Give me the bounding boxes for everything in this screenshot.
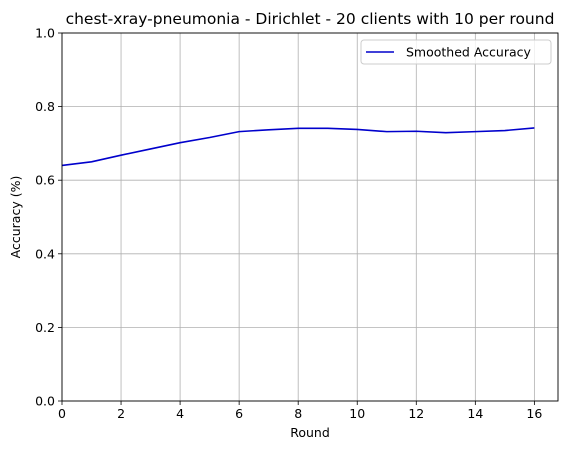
y-axis-label: Accuracy (%) — [8, 176, 23, 259]
x-ticks: 0 2 4 6 8 10 12 14 16 — [58, 401, 542, 421]
x-tick-label: 14 — [467, 406, 483, 421]
x-axis-label: Round — [290, 425, 330, 440]
x-tick-label: 10 — [349, 406, 365, 421]
series-line-smoothed-accuracy — [61, 127, 535, 167]
y-tick-label: 1.0 — [35, 26, 55, 41]
y-tick-label: 0.0 — [35, 394, 55, 409]
y-tick-label: 0.6 — [35, 173, 55, 188]
series-lines — [61, 127, 535, 167]
chart-title: chest-xray-pneumonia - Dirichlet - 20 cl… — [66, 10, 555, 28]
legend-box — [360, 39, 552, 65]
x-tick-label: 8 — [294, 406, 302, 421]
plot-frame — [61, 32, 559, 402]
y-tick-label: 0.8 — [35, 99, 55, 114]
x-tick-label: 4 — [176, 406, 184, 421]
y-tick-label: 0.4 — [35, 246, 55, 261]
x-tick-label: 2 — [117, 406, 125, 421]
grid — [61, 32, 558, 402]
x-tick-label: 12 — [408, 406, 424, 421]
x-tick-label: 0 — [58, 406, 66, 421]
legend: Smoothed Accuracy — [360, 39, 552, 65]
legend-label: Smoothed Accuracy — [406, 45, 531, 60]
y-ticks: 0.0 0.2 0.4 0.6 0.8 1.0 — [35, 26, 62, 409]
x-tick-label: 6 — [235, 406, 243, 421]
x-tick-label: 16 — [526, 406, 542, 421]
y-tick-label: 0.2 — [35, 320, 55, 335]
